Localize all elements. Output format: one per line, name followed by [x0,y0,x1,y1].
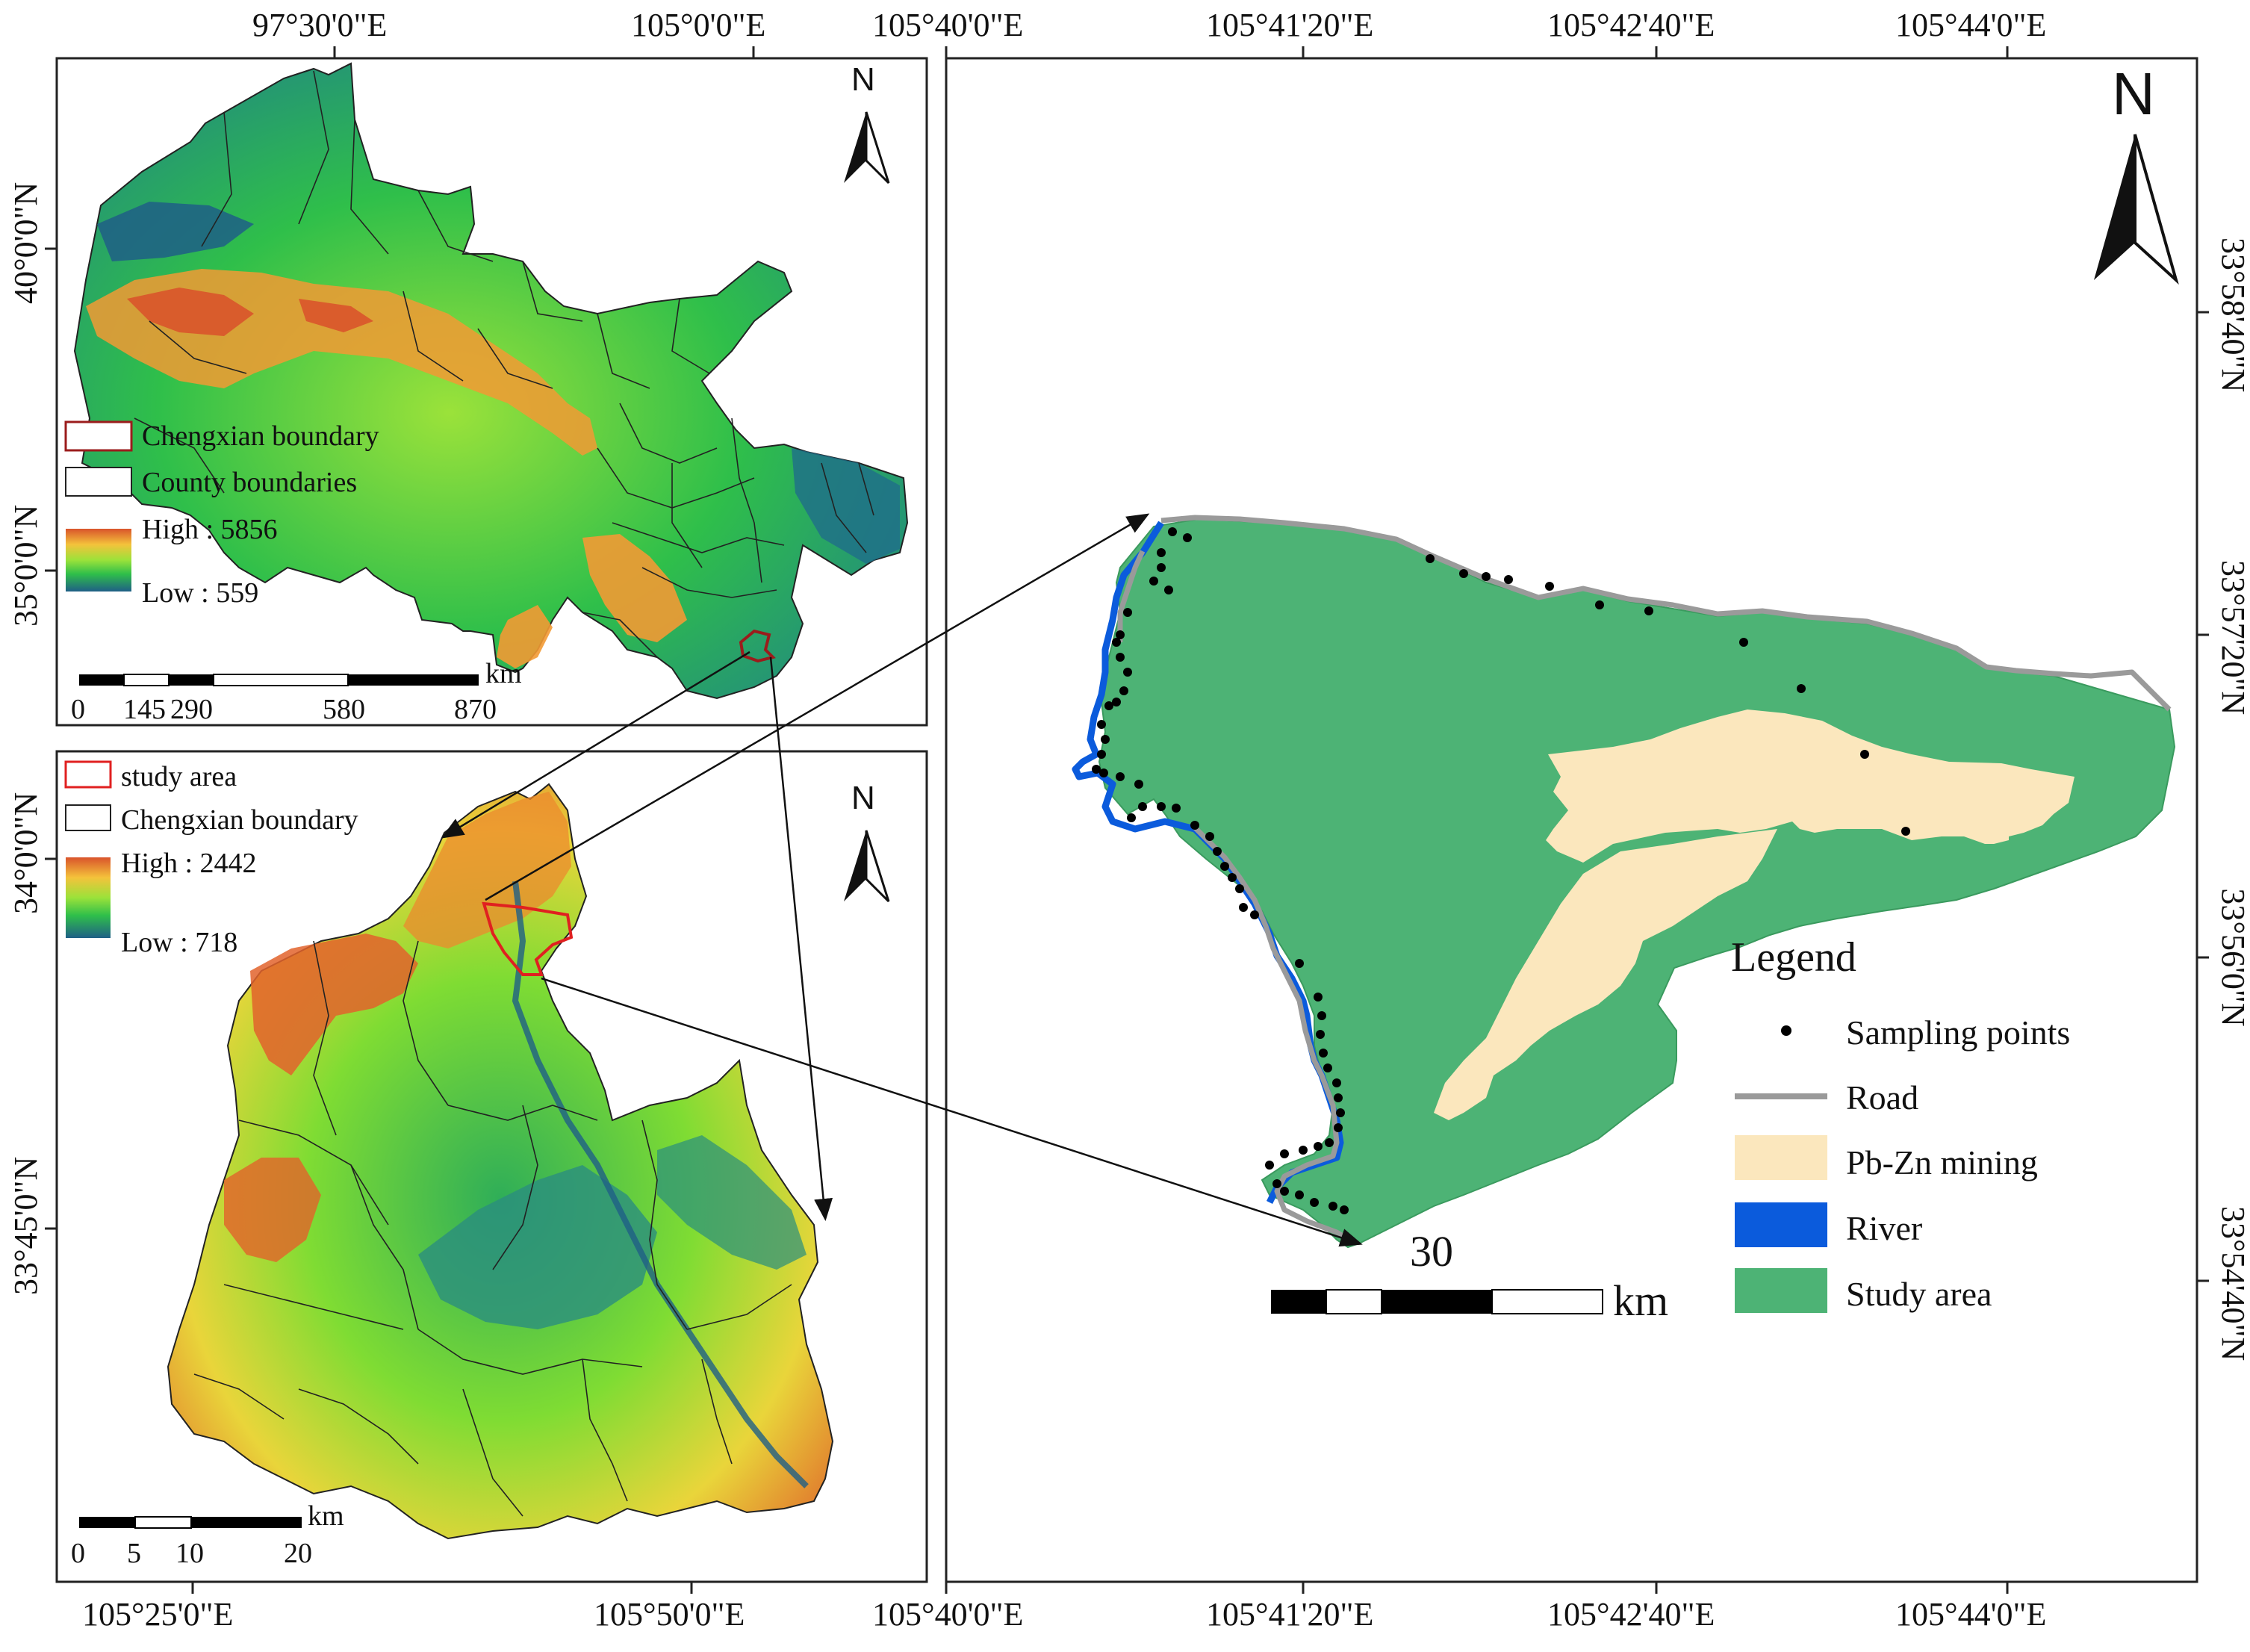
right-map-tick-right-3: 33°56'0"N [2215,888,2250,1027]
legend-mining-label: Pb-Zn mining [1846,1143,2038,1181]
top-scale-label-1: 145 [123,694,166,725]
north-arrow-icon [844,830,890,903]
right-legend [1735,1025,1827,1313]
southwest-highlands [224,1158,321,1262]
county-boundaries [134,70,874,658]
gannan-high [497,534,687,668]
central-basin [418,1165,657,1329]
legend-river-symbol [1735,1202,1827,1247]
legend-river-label: River [1846,1209,1923,1247]
top-map-tick-top-1: 97°30'0"E [252,7,388,43]
bottom-map-tick-bottom-2: 105°50'0"E [594,1596,745,1633]
pb-zn-mining-area [1434,709,2075,1120]
right-map-tick-right-1: 33°58'40"N [2215,237,2250,393]
right-map-tick-top-1: 105°40'0"E [872,7,1024,43]
east-valley [657,1135,807,1270]
top-legend-county: County boundaries [142,467,358,498]
top-map-tick-top-2: 105°0'0"E [631,7,766,43]
qilian-peaks [127,288,373,336]
right-map-tick-top-3: 105°42'40"E [1547,7,1715,43]
right-map-tick-top-4: 105°44'0"E [1895,7,2047,43]
top-legend-high: High : 5856 [142,514,278,545]
top-scale-label-4: 870 [454,694,497,725]
top-scale-label-0: 0 [71,694,85,725]
study-area-outline-bottom [482,901,574,976]
legend-study-area-label: Study area [1846,1275,1992,1313]
legend-study-area-swatch [64,760,112,789]
bottom-map-tick-left-1: 34°0'0"N [7,792,44,914]
legend-study-area-symbol [1735,1268,1827,1313]
scale-bar-bottom [79,1516,302,1529]
right-frame [945,57,2198,1583]
legend-dem-ramp-bottom [66,857,111,938]
river-channel-bottom [512,881,809,1488]
right-map-tick-bottom-2: 105°41'20"E [1206,1596,1374,1633]
right-map-tick-bottom-3: 105°42'40"E [1547,1596,1715,1633]
bottom-scale-label-2: 10 [175,1538,204,1569]
bottom-map-tick-left-2: 33°45'0"N [7,1156,44,1295]
right-map-tick-right-2: 33°57'20"N [2215,560,2250,715]
right-map-tick-right-4: 33°54'40"N [2215,1206,2250,1361]
northwest-highlands [250,934,418,1075]
top-legend-chengxian: Chengxian boundary [142,420,379,452]
township-boundaries [193,940,792,1517]
road-line [1117,515,2172,1246]
bottom-legend-low: Low : 718 [121,927,238,958]
right-map-tick-bottom-1: 105°40'0"E [872,1596,1024,1633]
right-map-tick-bottom-4: 105°44'0"E [1895,1596,2047,1633]
legend-title: Legend [1731,934,1856,981]
legend-road-label: Road [1846,1078,1919,1117]
legend-sampling-label: Sampling points [1846,1013,2071,1052]
scale-bar-top [79,674,479,686]
bottom-left-frame [55,750,928,1583]
chengxian-boundary-top [739,629,776,663]
bottom-scale-label-3: 20 [284,1538,312,1569]
gansu-dem-map [73,62,909,700]
right-map-north-label: N [2112,60,2155,127]
connector-arrows [441,513,1363,1247]
chengxian-dem-map [167,783,834,1540]
hexi-lowland [97,202,254,261]
right-map-tick-top-2: 105°41'20"E [1206,7,1374,43]
legend-dem-ramp-top [66,529,131,591]
bottom-legend-chengxian: Chengxian boundary [121,804,358,836]
right-scale-number: 30 [1410,1227,1453,1276]
bottom-scale-label-1: 5 [127,1538,141,1569]
legend-chengxian-swatch [64,420,133,452]
bottom-map-tick-bottom-1: 105°25'0"E [82,1596,234,1633]
top-left-frame [55,57,928,727]
top-map-north-label: N [851,61,875,98]
sampling-points [1092,527,1910,1214]
legend-mining-symbol [1735,1135,1827,1180]
bottom-legend-high: High : 2442 [121,848,257,879]
study-area-map [1072,515,2176,1249]
legend-chengxian-boundary-swatch [65,804,111,831]
top-map-tick-left-2: 35°0'0"N [7,504,44,627]
east-lowland [792,448,900,564]
north-arrow-icon [844,111,890,184]
top-map-tick-left-1: 40°0'0"N [7,181,44,304]
bottom-legend-study-area: study area [121,761,237,792]
top-scale-unit: km [485,658,522,689]
bottom-scale-unit: km [308,1500,344,1532]
top-map-ticks [45,46,2209,1594]
scale-bar-right [1271,1289,1603,1314]
bottom-scale-label-0: 0 [71,1538,85,1569]
top-scale-label-2: 290 [170,694,213,725]
north-arrow-icon [2094,134,2179,285]
right-scale-unit: km [1613,1276,1669,1325]
legend-sampling-symbol [1781,1025,1791,1036]
top-scale-label-3: 580 [323,694,365,725]
top-legend-low: Low : 559 [142,577,259,609]
bottom-map-north-label: N [851,780,875,816]
legend-county-swatch [65,467,132,497]
